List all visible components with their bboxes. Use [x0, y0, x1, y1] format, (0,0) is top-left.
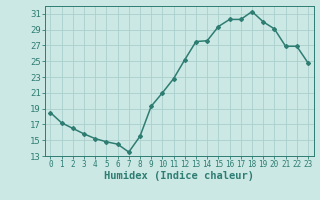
X-axis label: Humidex (Indice chaleur): Humidex (Indice chaleur): [104, 171, 254, 181]
